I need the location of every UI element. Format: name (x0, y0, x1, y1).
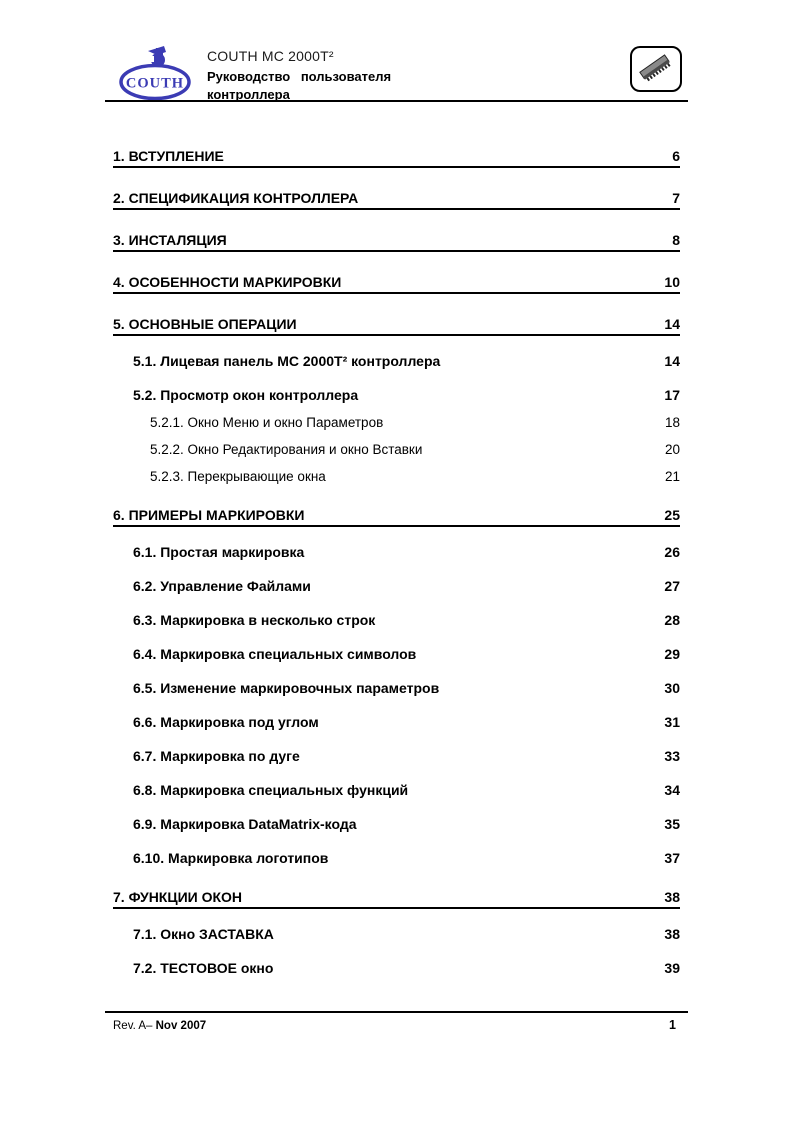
product-title: COUTH MC 2000T² (207, 48, 334, 64)
toc-entry-page: 38 (664, 889, 680, 905)
toc-entry-page: 33 (664, 748, 680, 764)
table-of-contents: 1. ВСТУПЛЕНИЕ 6 2. СПЕЦИФИКАЦИЯ КОНТРОЛЛЕР… (113, 148, 680, 977)
header-title-block: COUTH MC 2000T² Руководство пользователя… (207, 44, 391, 104)
toc-entry-label: 6.8. Маркировка специальных функций (133, 782, 409, 798)
toc-entry: 5.1. Лицевая панель MC 2000T² контроллер… (113, 353, 680, 370)
toc-entry-page: 14 (664, 316, 680, 332)
toc-entry-label: 6. ПРИМЕРЫ МАРКИРОВКИ (113, 507, 305, 523)
toc-entry-page: 35 (664, 816, 680, 832)
toc-entry-page: 8 (672, 232, 680, 248)
toc-entry-label: 2. СПЕЦИФИКАЦИЯ КОНТРОЛЛЕРА (113, 190, 359, 206)
toc-entry: 5.2.1. Окно Меню и окно Параметров 18 (113, 414, 680, 431)
toc-entry-page: 34 (664, 782, 680, 798)
toc-entry-page: 37 (664, 850, 680, 866)
toc-entry-page: 17 (664, 387, 680, 403)
toc-entry: 7. ФУНКЦИИ ОКОН 38 (113, 889, 680, 909)
toc-entry-page: 30 (664, 680, 680, 696)
toc-entry-page: 27 (664, 578, 680, 594)
couth-logo-text: COUTH (126, 76, 184, 92)
toc-entry: 2. СПЕЦИФИКАЦИЯ КОНТРОЛЛЕРА 7 (113, 190, 680, 210)
toc-entry-label: 6.7. Маркировка по дуге (133, 748, 300, 764)
footer-rule (105, 1011, 688, 1013)
toc-entry-page: 38 (664, 926, 680, 942)
toc-entry-page: 29 (664, 646, 680, 662)
toc-entry-label: 4. ОСОБЕННОСТИ МАРКИРОВКИ (113, 274, 342, 290)
microchip-icon (630, 46, 682, 92)
toc-entry: 5.2. Просмотр окон контроллера 17 (113, 387, 680, 404)
toc-entry: 6.6. Маркировка под углом 31 (113, 714, 680, 731)
toc-entry-page: 14 (664, 353, 680, 369)
toc-entry: 6.2. Управление Файлами 27 (113, 578, 680, 595)
toc-entry-label: 7.2. ТЕСТОВОЕ окно (133, 960, 274, 976)
toc-entry-label: 5.2. Просмотр окон контроллера (133, 387, 359, 403)
document-subtitle: Руководство пользователя контроллера (207, 68, 391, 104)
page-header: COUTH COUTH MC 2000T² Руководство пользо… (105, 44, 688, 104)
toc-entry-label: 5.2.1. Окно Меню и окно Параметров (150, 415, 384, 430)
toc-entry-label: 5.2.3. Перекрывающие окна (150, 469, 326, 484)
toc-entry-label: 6.10. Маркировка логотипов (133, 850, 329, 866)
toc-entry: 6.9. Маркировка DataMatrix-кода 35 (113, 816, 680, 833)
toc-entry: 6.3. Маркировка в несколько строк 28 (113, 612, 680, 629)
page-number: 1 (669, 1018, 676, 1032)
toc-entry-label: 5.1. Лицевая панель MC 2000T² контроллер… (133, 353, 441, 369)
toc-entry-label: 7. ФУНКЦИИ ОКОН (113, 889, 243, 905)
toc-entry: 6. ПРИМЕРЫ МАРКИРОВКИ 25 (113, 507, 680, 527)
toc-entry: 5. ОСНОВНЫЕ ОПЕРАЦИИ 14 (113, 316, 680, 336)
toc-entry: 7.1. Окно ЗАСТАВКА 38 (113, 926, 680, 943)
subtitle-line-1: Руководство пользователя (207, 69, 392, 84)
toc-entry: 6.4. Маркировка специальных символов 29 (113, 646, 680, 663)
toc-entry-page: 18 (664, 415, 680, 430)
toc-entry-page: 28 (664, 612, 680, 628)
toc-entry: 6.5. Изменение маркировочных параметров 3… (113, 680, 680, 697)
toc-entry: 7.2. ТЕСТОВОЕ окно 39 (113, 960, 680, 977)
toc-entry: 6.10. Маркировка логотипов 37 (113, 850, 680, 867)
toc-entry-label: 3. ИНСТАЛЯЦИЯ (113, 232, 227, 248)
toc-entry-label: 6.9. Маркировка DataMatrix-кода (133, 816, 357, 832)
toc-entry: 5.2.3. Перекрывающие окна 21 (113, 468, 680, 485)
toc-entry-page: 39 (664, 960, 680, 976)
toc-entry-label: 6.6. Маркировка под углом (133, 714, 319, 730)
toc-entry: 4. ОСОБЕННОСТИ МАРКИРОВКИ 10 (113, 274, 680, 294)
toc-entry-label: 6.5. Изменение маркировочных параметров (133, 680, 440, 696)
toc-entry: 1. ВСТУПЛЕНИЕ 6 (113, 148, 680, 168)
revision-prefix: Rev. A– (113, 1020, 153, 1032)
page-footer: Rev. A– Nov 2007 1 (113, 1018, 676, 1032)
toc-entry-label: 5. ОСНОВНЫЕ ОПЕРАЦИИ (113, 316, 297, 332)
toc-entry-label: 6.4. Маркировка специальных символов (133, 646, 417, 662)
toc-entry-label: 1. ВСТУПЛЕНИЕ (113, 148, 224, 164)
toc-entry-label: 6.2. Управление Файлами (133, 578, 311, 594)
revision-date: Nov 2007 (155, 1020, 207, 1032)
toc-entry-page: 10 (664, 274, 680, 290)
toc-entry: 6.8. Маркировка специальных функций 34 (113, 782, 680, 799)
toc-entry-label: 7.1. Окно ЗАСТАВКА (133, 926, 274, 942)
toc-entry: 6.7. Маркировка по дуге 33 (113, 748, 680, 765)
toc-entry-label: 6.1. Простая маркировка (133, 544, 305, 560)
toc-entry: 5.2.2. Окно Редактирования и окно Вставк… (113, 441, 680, 458)
toc-entry: 3. ИНСТАЛЯЦИЯ 8 (113, 232, 680, 252)
header-rule (105, 100, 688, 102)
revision-label: Rev. A– Nov 2007 (113, 1020, 206, 1032)
toc-entry: 6.1. Простая маркировка 26 (113, 544, 680, 561)
toc-entry-label: 6.3. Маркировка в несколько строк (133, 612, 376, 628)
couth-logo-icon: COUTH (117, 44, 193, 101)
toc-entry-label: 5.2.2. Окно Редактирования и окно Вставк… (150, 442, 423, 457)
toc-entry-page: 20 (664, 442, 680, 457)
toc-entry-page: 6 (672, 148, 680, 164)
toc-entry-page: 26 (664, 544, 680, 560)
toc-entry-page: 31 (664, 714, 680, 730)
toc-entry-page: 21 (664, 469, 680, 484)
subtitle-line-2: контроллера (207, 87, 290, 103)
toc-entry-page: 7 (672, 190, 680, 206)
toc-entry-page: 25 (664, 507, 680, 523)
